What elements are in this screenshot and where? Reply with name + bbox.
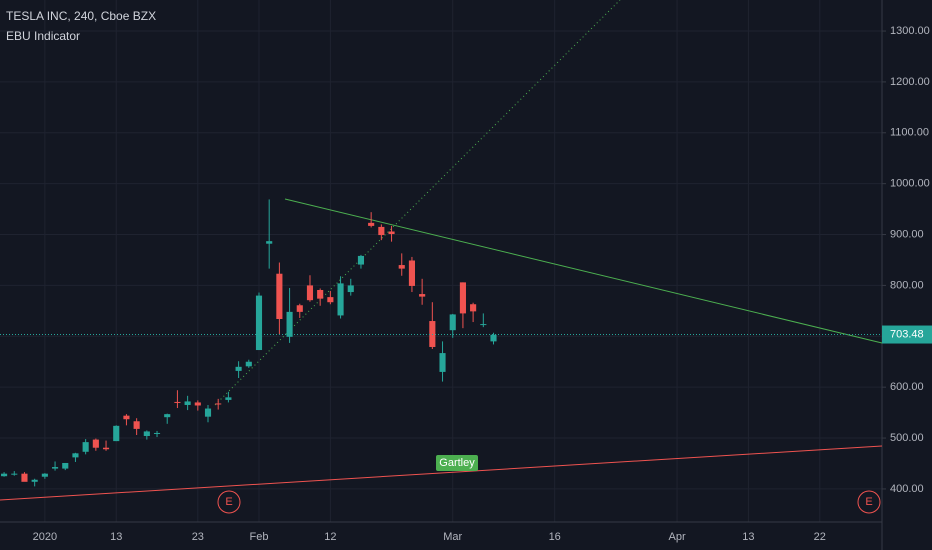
candle-body	[123, 415, 130, 420]
candle-body	[408, 260, 415, 286]
candles	[1, 199, 497, 487]
candle-body	[296, 305, 303, 312]
candle-body	[429, 321, 436, 347]
candle-body	[92, 439, 99, 448]
candle-body	[164, 414, 171, 418]
y-tick-label: 800.00	[890, 279, 924, 291]
candle-body	[449, 314, 456, 331]
y-tick-label: 1000.00	[890, 178, 930, 190]
candle-body	[174, 401, 181, 403]
support-line	[0, 445, 883, 501]
candle-body	[470, 304, 477, 312]
candle-body	[62, 462, 69, 469]
candle-body	[378, 226, 385, 236]
candle-body	[11, 473, 18, 475]
candle-body	[306, 285, 314, 301]
x-tick-label: 22	[814, 531, 826, 543]
y-tick-label: 400.00	[890, 483, 924, 495]
candle-body	[276, 273, 283, 319]
candle-body	[419, 294, 426, 297]
candle-body	[204, 408, 212, 417]
x-tick-label: Mar	[443, 531, 462, 543]
y-tick-label: 500.00	[890, 432, 924, 444]
candle-body	[225, 397, 232, 400]
candle-body	[245, 361, 252, 367]
candle-body	[143, 431, 150, 437]
trend-line	[284, 198, 883, 344]
candle-body	[31, 479, 38, 482]
annotation: Gartley	[439, 457, 475, 469]
candle-body	[368, 222, 375, 226]
candle-body	[102, 447, 110, 450]
candle-body	[327, 297, 334, 303]
candle-body	[41, 473, 48, 477]
candle-body	[398, 265, 405, 269]
y-tick-label: 1200.00	[890, 76, 930, 88]
candle-body	[439, 353, 446, 372]
candle-body	[317, 290, 324, 299]
candle-body	[1, 473, 8, 477]
candle-body	[347, 285, 354, 293]
last-price-box	[882, 325, 932, 344]
candle-body	[153, 432, 161, 434]
x-tick-label: Apr	[668, 531, 685, 543]
candle-body	[266, 241, 273, 244]
event-label[interactable]: E	[865, 496, 872, 508]
candle-body	[184, 401, 191, 405]
candle-body	[286, 311, 293, 337]
candle-body	[72, 453, 79, 458]
candle-body	[480, 324, 487, 326]
last-price-label: 703.48	[890, 328, 924, 340]
candle-body	[215, 403, 222, 405]
y-tick-label: 900.00	[890, 228, 924, 240]
indicator-name: EBU Indicator	[6, 29, 80, 43]
event-marker[interactable]	[857, 490, 881, 514]
chart-title: TESLA INC, 240, Cboe BZX	[6, 9, 156, 23]
candle-body	[459, 282, 466, 314]
x-tick-label: 13	[742, 531, 754, 543]
candle-body	[21, 473, 28, 482]
x-tick-label: 2020	[33, 531, 57, 543]
annotation-box	[436, 455, 478, 471]
candle-body	[133, 421, 140, 429]
x-tick-label: 12	[324, 531, 336, 543]
event-marker[interactable]	[217, 490, 241, 514]
candle-body	[113, 425, 120, 442]
candle-body	[357, 255, 365, 265]
y-tick-label: 600.00	[890, 381, 924, 393]
x-tick-label: 23	[192, 531, 204, 543]
event-label[interactable]: E	[225, 496, 232, 508]
x-tick-label: 16	[549, 531, 561, 543]
candle-body	[52, 467, 59, 469]
grid	[0, 0, 882, 522]
candle-body	[82, 442, 89, 452]
x-tick-label: 13	[110, 531, 122, 543]
y-tick-label: 1100.00	[890, 127, 929, 139]
x-tick-label: Feb	[250, 531, 269, 543]
candle-body	[194, 402, 201, 406]
y-tick-label: 1300.00	[890, 25, 930, 37]
candle-body	[255, 295, 263, 351]
candle-body	[235, 366, 242, 371]
candle-body	[388, 231, 395, 235]
candle-body	[337, 283, 344, 316]
candle-body	[490, 334, 497, 342]
